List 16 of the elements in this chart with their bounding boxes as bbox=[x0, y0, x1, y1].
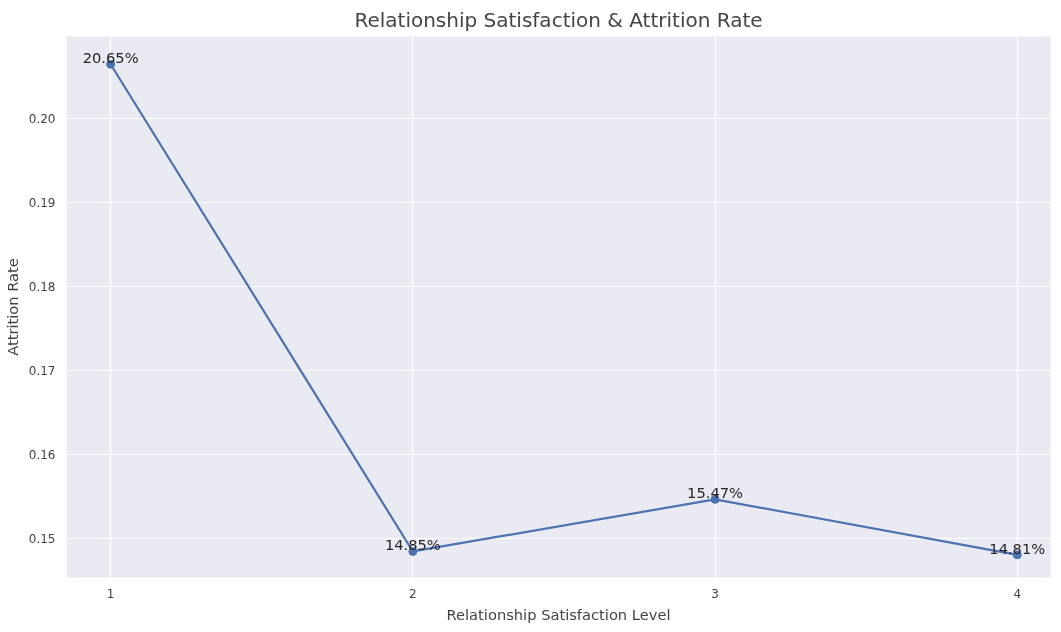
text: 15.47% bbox=[687, 484, 743, 502]
x-tick-label: 1 bbox=[106, 586, 115, 601]
text: 20.65% bbox=[82, 49, 139, 67]
x-axis-title: Relationship Satisfaction Level bbox=[446, 605, 671, 623]
x-tick-label: 2 bbox=[409, 586, 417, 601]
x-tick-label: 4 bbox=[1013, 586, 1022, 601]
y-tick-label: 0.19 bbox=[28, 196, 56, 211]
chart-title: Relationship Satisfaction & Attrition Rate bbox=[354, 7, 763, 32]
y-tick-label: 0.20 bbox=[28, 112, 56, 127]
y-tick-label: 0.15 bbox=[28, 532, 56, 547]
x-tick-label: 3 bbox=[711, 586, 719, 601]
y-tick-label: 0.16 bbox=[28, 448, 56, 463]
y-tick-label: 0.17 bbox=[28, 364, 56, 379]
y-tick-label: 0.18 bbox=[28, 280, 56, 295]
y-axis-title: Attrition Rate bbox=[3, 258, 21, 356]
text: 14.81% bbox=[989, 539, 1046, 557]
